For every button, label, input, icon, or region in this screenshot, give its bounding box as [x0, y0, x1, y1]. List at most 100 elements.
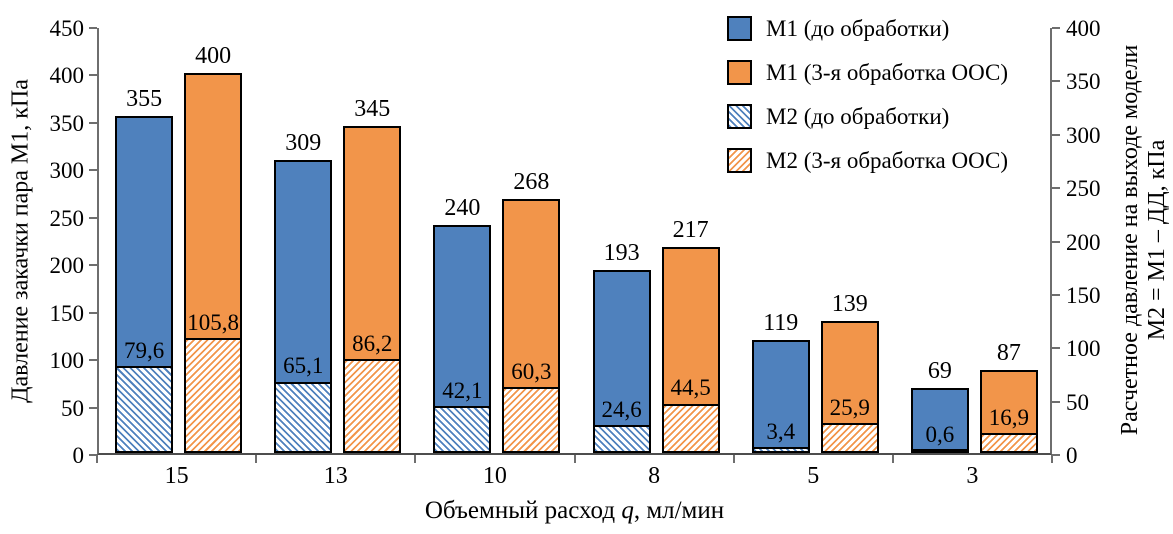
bar-m2-pre-3-value: 0,6 [925, 422, 955, 448]
left-axis-tick-label: 450 [49, 16, 85, 41]
right-axis-tick [1052, 454, 1060, 456]
right-axis-tick [1052, 80, 1060, 83]
x-category-label: 10 [482, 463, 507, 489]
right-axis-tick-label: 250 [1066, 176, 1101, 202]
bar-m2-ooc-8-value: 44,5 [670, 375, 711, 401]
left-axis-tick [89, 311, 97, 314]
left-axis-tick-label: 100 [49, 348, 85, 374]
right-axis-tick [1052, 187, 1060, 190]
right-axis-tick-label: 300 [1066, 122, 1101, 148]
bar-m2-pre-10-hatch [435, 406, 490, 451]
right-axis-tick-label: 100 [1066, 336, 1101, 362]
left-axis-tick [89, 74, 97, 77]
right-axis-tick-label: 150 [1066, 282, 1101, 308]
x-axis-tick [1051, 455, 1053, 463]
bar-m2-pre-8-value: 24,6 [601, 396, 642, 422]
bar-m2-ooc-10-value: 60,3 [511, 358, 552, 384]
legend-swatch-m2-pre [727, 104, 752, 129]
bar-m2-pre-5-value: 3,4 [766, 419, 796, 445]
bar-m1-ooc-5: 25,9 [820, 321, 879, 453]
left-axis-tick [89, 169, 97, 172]
right-axis-tick-label: 0 [1066, 443, 1078, 468]
bar-m1-ooc-15: 105,8 [184, 73, 243, 453]
bar-m1-ooc-5-value: 139 [831, 291, 868, 318]
bar-m2-ooc-13-value: 86,2 [352, 330, 393, 356]
bar-m1-pre-8: 24,6 [592, 269, 651, 453]
left-axis-tick [89, 264, 97, 267]
legend-item-m2-pre: М2 (до обработки) [727, 104, 1008, 129]
bar-m2-pre-10-value: 42,1 [442, 377, 483, 403]
bar-m2-pre-5-hatch [753, 447, 808, 451]
left-axis-tick [89, 216, 97, 219]
legend-item-m1-ooc: М1 (3-я обработка ООС) [727, 60, 1008, 85]
bar-m1-pre-13: 65,1 [274, 159, 333, 453]
bar-m2-ooc-15-value: 105,8 [187, 309, 239, 335]
bar-m1-ooc-8-value: 217 [672, 217, 709, 244]
bar-m2-pre-3-hatch [912, 449, 967, 451]
x-axis-tick [414, 455, 417, 463]
left-axis-tick-label: 200 [49, 253, 85, 279]
x-axis-tick [255, 455, 258, 463]
x-axis-tick [96, 455, 98, 463]
x-axis-title-text: Объемный расход [424, 497, 622, 524]
x-category-label: 3 [966, 463, 979, 489]
bar-m1-ooc-15-value: 400 [195, 43, 232, 70]
bar-m2-pre-15-hatch [117, 366, 172, 451]
bar-m2-ooc-10-hatch [504, 386, 559, 451]
right-axis-tick [1052, 400, 1060, 403]
right-axis-tick-label: 200 [1066, 229, 1101, 255]
legend-label-m1-pre: М1 (до обработки) [766, 16, 950, 41]
right-axis-tick-label: 50 [1066, 389, 1089, 415]
bar-m1-ooc-3: 16,9 [979, 370, 1038, 453]
left-axis-tick-label: 400 [49, 63, 85, 89]
x-category-label: 15 [164, 463, 189, 489]
bar-m1-ooc-10: 60,3 [502, 198, 561, 453]
left-axis-tick-label: 50 [61, 395, 84, 421]
legend-label-m2-ooc: М2 (3-я обработка ООС) [766, 148, 1008, 173]
x-axis-tick [732, 455, 735, 463]
x-category-labels: 15 13 10 8 5 3 [97, 463, 1052, 491]
bar-m1-pre-5: 3,4 [751, 340, 810, 453]
x-axis-tick [573, 455, 576, 463]
plot-area: 79,6 355 105,8 400 65,1 309 86,2 345 42,1 240 60,3… [97, 28, 1052, 455]
bar-m1-pre-10: 42,1 [433, 225, 492, 453]
right-axis-tick [1052, 293, 1060, 296]
legend-item-m2-ooc: М2 (3-я обработка ООС) [727, 148, 1008, 173]
bar-m1-pre-15-value: 355 [126, 86, 163, 113]
bar-m2-ooc-3-value: 16,9 [988, 404, 1030, 430]
bar-m1-pre-3-value: 69 [927, 357, 952, 384]
bar-m2-ooc-15-hatch [186, 338, 241, 451]
x-axis-title-variable: q [621, 497, 634, 524]
legend-swatch-m1-ooc [727, 60, 752, 85]
x-category-label: 5 [807, 463, 820, 489]
left-axis-tick-label: 150 [49, 300, 85, 326]
bar-m1-ooc-10-value: 268 [513, 168, 550, 195]
left-axis-tick [89, 454, 97, 456]
right-axis-tick-label: 350 [1066, 69, 1101, 95]
x-category-label: 13 [323, 463, 348, 489]
legend: М1 (до обработки) М1 (3-я обработка ООС) М… [727, 16, 1008, 192]
right-axis-tick [1052, 347, 1060, 350]
bar-m2-ooc-3-hatch [981, 432, 1036, 451]
legend-swatch-m2-ooc [727, 148, 752, 173]
bar-m1-pre-5-value: 119 [763, 310, 799, 337]
legend-label-m1-ooc: М1 (3-я обработка ООС) [766, 60, 1008, 85]
x-axis-tick [891, 455, 894, 463]
bar-m1-pre-13-value: 309 [285, 129, 322, 156]
legend-item-m1-pre: М1 (до обработки) [727, 16, 1008, 41]
bar-m2-ooc-13-hatch [345, 358, 400, 451]
left-axis-tick [89, 121, 97, 124]
bar-m1-ooc-13: 86,2 [343, 125, 402, 453]
left-axis-tick-label: 350 [49, 110, 85, 136]
bar-m2-ooc-5-hatch [822, 423, 877, 451]
legend-label-m2-pre: М2 (до обработки) [766, 104, 950, 129]
bar-m1-ooc-3-value: 87 [996, 340, 1021, 367]
left-axis-tick-label: 0 [72, 443, 85, 468]
right-axis-title-line2: М2 = М1 – ДД, кПа [1144, 139, 1170, 341]
right-axis-tick [1052, 27, 1060, 29]
bar-m2-ooc-8-hatch [663, 403, 718, 451]
left-axis-tick [89, 406, 97, 409]
bar-m1-pre-3: 0,6 [910, 387, 969, 453]
bar-m2-ooc-5-value: 25,9 [829, 395, 870, 421]
